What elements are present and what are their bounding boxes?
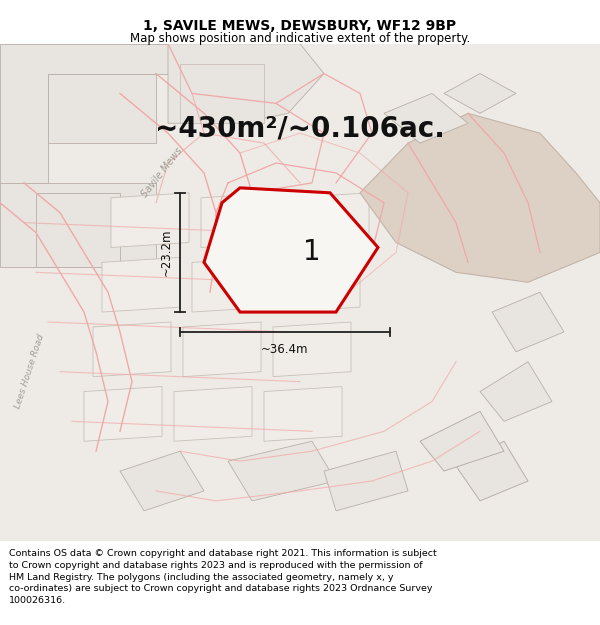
Polygon shape [384, 93, 468, 143]
Text: Contains OS data © Crown copyright and database right 2021. This information is : Contains OS data © Crown copyright and d… [9, 549, 437, 558]
Text: co-ordinates) are subject to Crown copyright and database rights 2023 Ordnance S: co-ordinates) are subject to Crown copyr… [9, 584, 433, 593]
Polygon shape [456, 441, 528, 501]
Polygon shape [492, 292, 564, 352]
Polygon shape [0, 44, 600, 541]
Text: HM Land Registry. The polygons (including the associated geometry, namely x, y: HM Land Registry. The polygons (includin… [9, 572, 394, 581]
Polygon shape [168, 44, 324, 123]
Polygon shape [183, 322, 261, 377]
Polygon shape [228, 441, 336, 501]
Polygon shape [273, 322, 351, 377]
Text: Savile Mews: Savile Mews [140, 146, 184, 200]
Polygon shape [120, 451, 204, 511]
Polygon shape [420, 411, 504, 471]
Polygon shape [192, 258, 270, 312]
Polygon shape [174, 387, 252, 441]
Polygon shape [282, 258, 360, 312]
Polygon shape [0, 183, 156, 268]
Polygon shape [111, 192, 189, 248]
Text: ~36.4m: ~36.4m [261, 343, 309, 356]
Polygon shape [291, 192, 369, 248]
Polygon shape [180, 64, 264, 123]
Polygon shape [48, 74, 156, 143]
Text: Map shows position and indicative extent of the property.: Map shows position and indicative extent… [130, 32, 470, 45]
Polygon shape [444, 74, 516, 113]
Text: Lees House Road: Lees House Road [14, 333, 46, 410]
Text: 100026316.: 100026316. [9, 596, 66, 605]
Polygon shape [36, 192, 120, 268]
Polygon shape [360, 113, 600, 282]
Text: 1: 1 [303, 238, 321, 266]
Polygon shape [102, 258, 180, 312]
Polygon shape [204, 188, 378, 312]
Polygon shape [480, 362, 552, 421]
Polygon shape [324, 451, 408, 511]
Polygon shape [84, 387, 162, 441]
Polygon shape [201, 192, 279, 248]
Text: ~430m²/~0.106ac.: ~430m²/~0.106ac. [155, 114, 445, 142]
Text: to Crown copyright and database rights 2023 and is reproduced with the permissio: to Crown copyright and database rights 2… [9, 561, 422, 569]
Text: 1, SAVILE MEWS, DEWSBURY, WF12 9BP: 1, SAVILE MEWS, DEWSBURY, WF12 9BP [143, 19, 457, 33]
Polygon shape [0, 44, 168, 183]
Text: ~23.2m: ~23.2m [160, 229, 173, 276]
Polygon shape [93, 322, 171, 377]
Polygon shape [264, 387, 342, 441]
